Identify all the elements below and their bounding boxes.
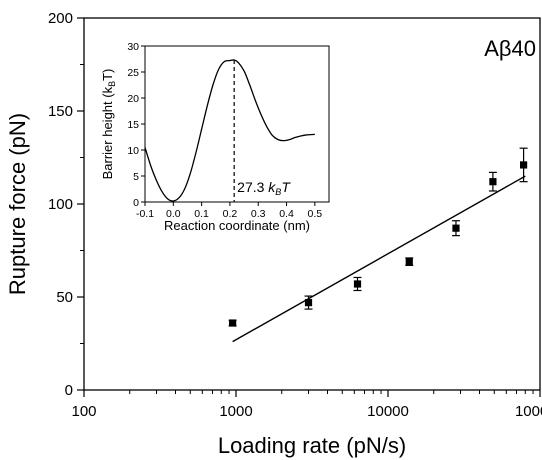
y-axis-title: Rupture force (pN) — [5, 113, 30, 295]
barrier-unit-sub: B — [275, 187, 281, 197]
inset-y-tick-label: 0 — [133, 197, 139, 209]
data-point — [488, 171, 497, 192]
main-axis-ticks: 100100010000100000050100150200 — [48, 10, 542, 420]
data-points-group — [228, 147, 528, 327]
inset-x-tick-label: 0.4 — [279, 208, 294, 220]
data-point — [304, 295, 313, 310]
inset-y-tick-label: 30 — [127, 41, 139, 53]
data-marker — [304, 298, 313, 307]
fit-line-group — [232, 175, 526, 343]
data-point — [519, 147, 528, 183]
inset-y-axis-title: Barrier height (kBT) — [100, 69, 117, 180]
barrier-value: 27.3 — [237, 179, 264, 195]
data-point — [353, 276, 362, 292]
inset-x-tick-label: 0.0 — [166, 208, 181, 220]
inset-y-title-prefix: Barrier height (k — [100, 86, 115, 179]
inset-x-tick-label: 0.5 — [308, 208, 323, 220]
y-tick-label: 0 — [65, 382, 73, 399]
data-marker — [353, 280, 362, 288]
y-tick-label: 200 — [48, 10, 73, 27]
x-axis-title: Loading rate (pN/s) — [218, 433, 406, 458]
inset-y-tick-label: 15 — [127, 119, 139, 131]
inset-x-axis-title: Reaction coordinate (nm) — [164, 218, 310, 233]
x-tick-label: 100 — [71, 403, 96, 420]
data-marker — [229, 319, 237, 327]
inset-chart: -0.1 0.0 0.1 0.2 0.3 0.4 0.5 0 5 10 15 20 25 30 27.3 … — [100, 40, 340, 236]
barrier-height-annotation: 27.3 kBT — [237, 179, 291, 197]
inset-y-title-suffix: T) — [100, 69, 115, 81]
inset-y-tick-label: 20 — [127, 93, 139, 105]
data-marker — [519, 161, 528, 169]
inset-y-tick-label: 5 — [133, 171, 139, 183]
panel-label: Aβ40 — [484, 36, 536, 61]
inset-x-tick-label: 0.1 — [194, 208, 209, 220]
y-tick-label: 150 — [48, 103, 73, 120]
x-tick-label: 10000 — [367, 403, 409, 420]
x-tick-label: 1000 — [219, 403, 252, 420]
data-marker — [452, 224, 460, 232]
barrier-unit-k: k — [268, 179, 276, 195]
x-tick-label: 100000 — [515, 403, 542, 420]
inset-y-tick-label: 25 — [127, 67, 139, 79]
inset-background — [100, 40, 340, 236]
inset-y-title-sub: B — [107, 81, 117, 87]
inset-x-tick-label: 0.2 — [223, 208, 238, 220]
data-point — [405, 257, 414, 266]
y-tick-label: 50 — [56, 289, 73, 306]
inset-x-tick-label: 0.3 — [251, 208, 266, 220]
inset-x-tick-label: -0.1 — [136, 208, 154, 220]
linear-fit-line — [232, 175, 526, 343]
y-tick-label: 100 — [48, 196, 73, 213]
energy-barrier-curve — [144, 59, 315, 202]
barrier-unit-t: T — [281, 179, 291, 195]
data-point — [451, 220, 460, 237]
data-point — [228, 319, 237, 327]
inset-y-tick-label: 10 — [127, 145, 139, 157]
inset-axis-ticks: -0.1 0.0 0.1 0.2 0.3 0.4 0.5 0 5 10 15 20 25 30 — [127, 41, 322, 220]
data-marker — [405, 258, 413, 266]
main-chart: 100100010000100000050100150200 Aβ40 Load… — [5, 10, 542, 458]
data-marker — [489, 178, 497, 186]
